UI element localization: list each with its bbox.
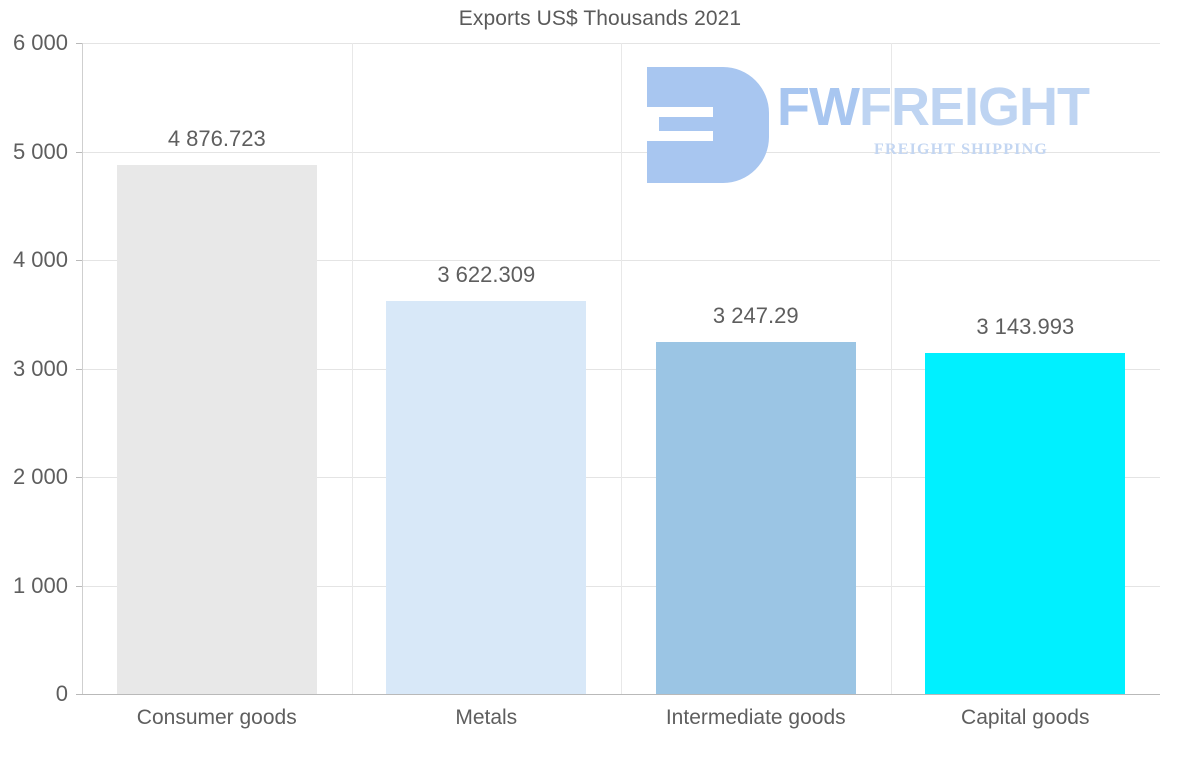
y-axis-tick-mark — [76, 43, 82, 44]
y-axis-tick-label: 5 000 — [12, 138, 68, 164]
y-axis-tick-label: 6 000 — [12, 30, 68, 55]
bar-value-label: 3 622.309 — [437, 261, 536, 287]
category-separator — [891, 43, 892, 694]
y-axis-tick-label: 1 000 — [12, 572, 68, 598]
y-axis-tick-mark — [76, 585, 82, 587]
bar — [655, 341, 856, 694]
bar — [116, 164, 317, 694]
gridline-0 — [82, 694, 1160, 695]
y-axis-tick-label: 3 000 — [12, 355, 68, 381]
y-axis-tick-mark — [76, 260, 82, 261]
bar-value-label: 3 143.993 — [976, 313, 1075, 339]
y-axis-tick-mark — [76, 477, 82, 478]
y-axis-tick-mark — [76, 694, 82, 695]
x-axis-tick-label: Metals — [455, 706, 518, 729]
y-axis-tick-mark — [76, 151, 82, 153]
category-separator — [621, 43, 622, 694]
y-axis-line — [82, 43, 83, 694]
x-axis-tick-label: Consumer goods — [136, 706, 297, 729]
y-axis-tick-mark — [76, 368, 82, 370]
y-axis-tick-label: 0 — [55, 681, 68, 706]
y-axis-tick-label: 4 000 — [12, 247, 68, 272]
bar-value-label: 3 247.29 — [712, 302, 799, 328]
x-axis-tick-label: Capital goods — [961, 706, 1090, 729]
bar — [386, 300, 587, 694]
x-axis-tick-label: Intermediate goods — [665, 706, 846, 729]
plot-area — [82, 43, 1160, 695]
chart-title: Exports US$ Thousands 2021 — [458, 7, 742, 30]
y-axis-tick-label: 2 000 — [12, 464, 68, 489]
bar-value-label: 4 876.723 — [167, 125, 266, 151]
category-separator — [352, 43, 353, 694]
bar — [925, 352, 1126, 694]
